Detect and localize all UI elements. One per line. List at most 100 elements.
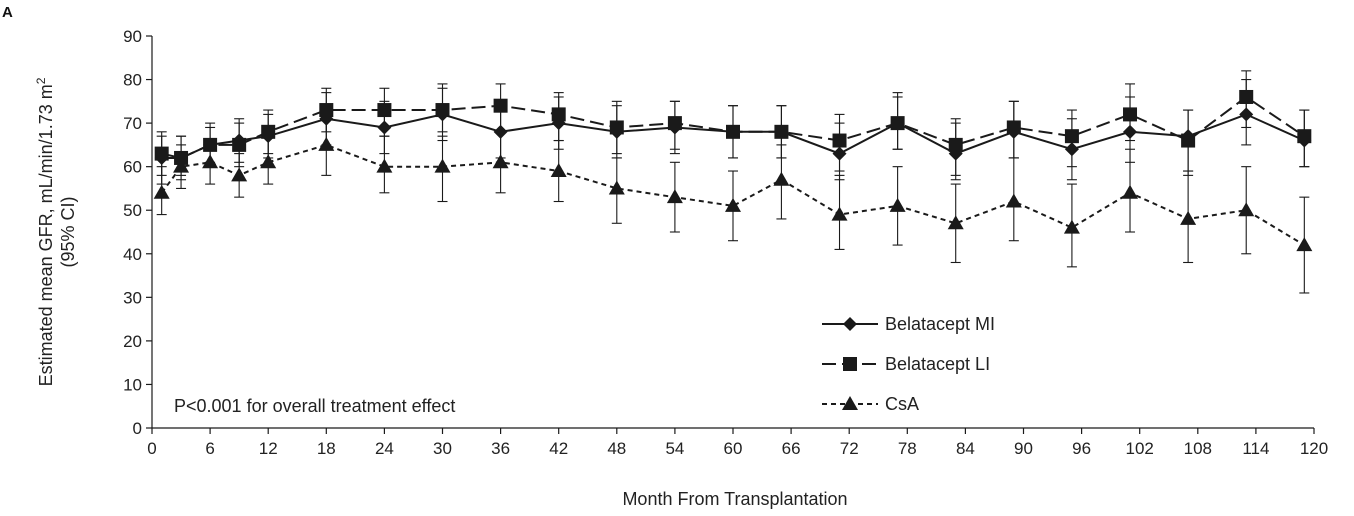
data-point-belatacept-li	[726, 124, 740, 139]
legend-label-belatacept-mi: Belatacept MI	[885, 314, 995, 334]
data-point-csa	[831, 206, 848, 221]
y-tick-label: 0	[133, 419, 142, 438]
data-point-csa	[608, 180, 625, 195]
data-point-belatacept-li	[832, 133, 847, 148]
y-tick-label: 70	[123, 114, 142, 133]
y-axis-title: Estimated mean GFR, mL/min/1.73 m2	[34, 77, 56, 386]
data-point-belatacept-li	[667, 116, 682, 131]
data-point-csa	[725, 197, 741, 212]
data-point-belatacept-li	[493, 98, 508, 113]
x-tick-label: 66	[782, 439, 801, 458]
y-tick-label: 20	[123, 332, 142, 351]
data-point-belatacept-mi	[377, 120, 392, 135]
x-tick-label: 6	[205, 439, 214, 458]
y-axis-title-superscript: 2	[34, 77, 48, 84]
data-point-belatacept-li	[203, 137, 218, 152]
data-point-belatacept-li	[1239, 89, 1254, 104]
data-point-csa	[260, 154, 277, 169]
axes: 0 10 20 30 40 50 60 70 80 90 0 6 12 18 24 30 36 42 48 54 60 6…	[123, 27, 1328, 458]
x-tick-label: 48	[607, 439, 626, 458]
x-tick-label: 90	[1014, 439, 1033, 458]
legend-label-belatacept-li: Belatacept LI	[885, 354, 990, 374]
data-point-belatacept-li	[261, 124, 276, 139]
panel-label: A	[2, 4, 13, 21]
data-point-belatacept-li	[890, 116, 905, 131]
data-point-csa	[492, 154, 509, 169]
data-point-csa	[1238, 202, 1255, 217]
x-tick-label: 36	[491, 439, 510, 458]
treatment-effect-annotation: P<0.001 for overall treatment effect	[174, 396, 455, 416]
data-point-csa	[1063, 219, 1080, 234]
data-point-csa	[889, 197, 906, 212]
data-point-belatacept-li	[377, 103, 392, 118]
data-point-belatacept-li	[551, 107, 566, 122]
y-tick-label: 40	[123, 245, 142, 264]
y-axis-title-main: Estimated mean GFR, mL/min/1.73 m	[36, 84, 56, 386]
data-point-belatacept-li	[1064, 129, 1079, 144]
data-point-csa	[153, 184, 170, 199]
x-tick-label: 78	[898, 439, 917, 458]
x-tick-label: 12	[259, 439, 278, 458]
x-tick-label: 114	[1242, 439, 1269, 458]
x-tick-label: 108	[1184, 439, 1212, 458]
data-point-csa	[1180, 210, 1197, 225]
y-tick-label: 50	[123, 201, 142, 220]
data-point-belatacept-li	[1006, 120, 1021, 135]
data-point-csa	[1122, 184, 1139, 199]
y-axis-title-ci: (95% CI)	[58, 196, 78, 267]
data-point-csa	[773, 171, 790, 186]
data-point-belatacept-mi	[1239, 107, 1254, 122]
data-markers	[153, 89, 1313, 252]
x-tick-label: 30	[433, 439, 452, 458]
data-point-belatacept-li	[609, 120, 624, 135]
legend-marker-belatacept-mi	[843, 317, 857, 331]
x-tick-label: 0	[147, 439, 156, 458]
data-point-belatacept-li	[232, 137, 247, 152]
data-point-belatacept-li	[435, 103, 450, 118]
data-point-belatacept-li	[774, 124, 789, 139]
data-point-csa	[1005, 193, 1022, 208]
x-tick-label: 96	[1072, 439, 1091, 458]
data-point-belatacept-mi	[1064, 142, 1079, 157]
data-point-csa	[947, 215, 964, 230]
data-point-belatacept-li	[319, 103, 334, 118]
data-point-csa	[231, 167, 248, 182]
x-tick-label: 54	[665, 439, 684, 458]
x-tick-label: 72	[840, 439, 859, 458]
x-axis-title: Month From Transplantation	[622, 489, 847, 509]
y-tick-label: 80	[123, 71, 142, 90]
legend-marker-belatacept-li	[843, 357, 857, 371]
x-tick-label: 120	[1300, 439, 1328, 458]
y-tick-label: 90	[123, 27, 142, 46]
data-point-csa	[202, 154, 219, 169]
data-point-belatacept-li	[1181, 133, 1196, 148]
data-point-csa	[550, 163, 567, 178]
legend-item-belatacept-mi: Belatacept MI	[822, 314, 995, 334]
data-point-csa	[666, 189, 683, 204]
data-point-csa	[1296, 237, 1313, 252]
y-tick-label: 10	[123, 375, 142, 394]
data-point-belatacept-mi	[1123, 124, 1138, 139]
data-point-csa	[434, 158, 451, 173]
y-tick-label: 30	[123, 288, 142, 307]
data-point-csa	[318, 136, 335, 151]
legend-item-csa: CsA	[822, 394, 919, 414]
data-point-csa	[173, 158, 190, 173]
x-tick-label: 42	[549, 439, 568, 458]
legend: Belatacept MI Belatacept LI CsA	[822, 314, 995, 414]
y-tick-label: 60	[123, 158, 142, 177]
x-tick-label: 18	[317, 439, 336, 458]
x-tick-label: 24	[375, 439, 394, 458]
legend-marker-csa	[842, 396, 858, 410]
data-point-belatacept-li	[948, 137, 963, 152]
data-point-belatacept-li	[154, 146, 169, 161]
legend-item-belatacept-li: Belatacept LI	[822, 354, 990, 374]
data-point-belatacept-li	[1297, 129, 1312, 144]
data-point-belatacept-mi	[832, 146, 847, 161]
legend-label-csa: CsA	[885, 394, 919, 414]
data-point-belatacept-li	[174, 150, 189, 165]
x-tick-label: 84	[956, 439, 975, 458]
x-tick-label: 102	[1126, 439, 1154, 458]
data-point-belatacept-mi	[493, 124, 508, 139]
